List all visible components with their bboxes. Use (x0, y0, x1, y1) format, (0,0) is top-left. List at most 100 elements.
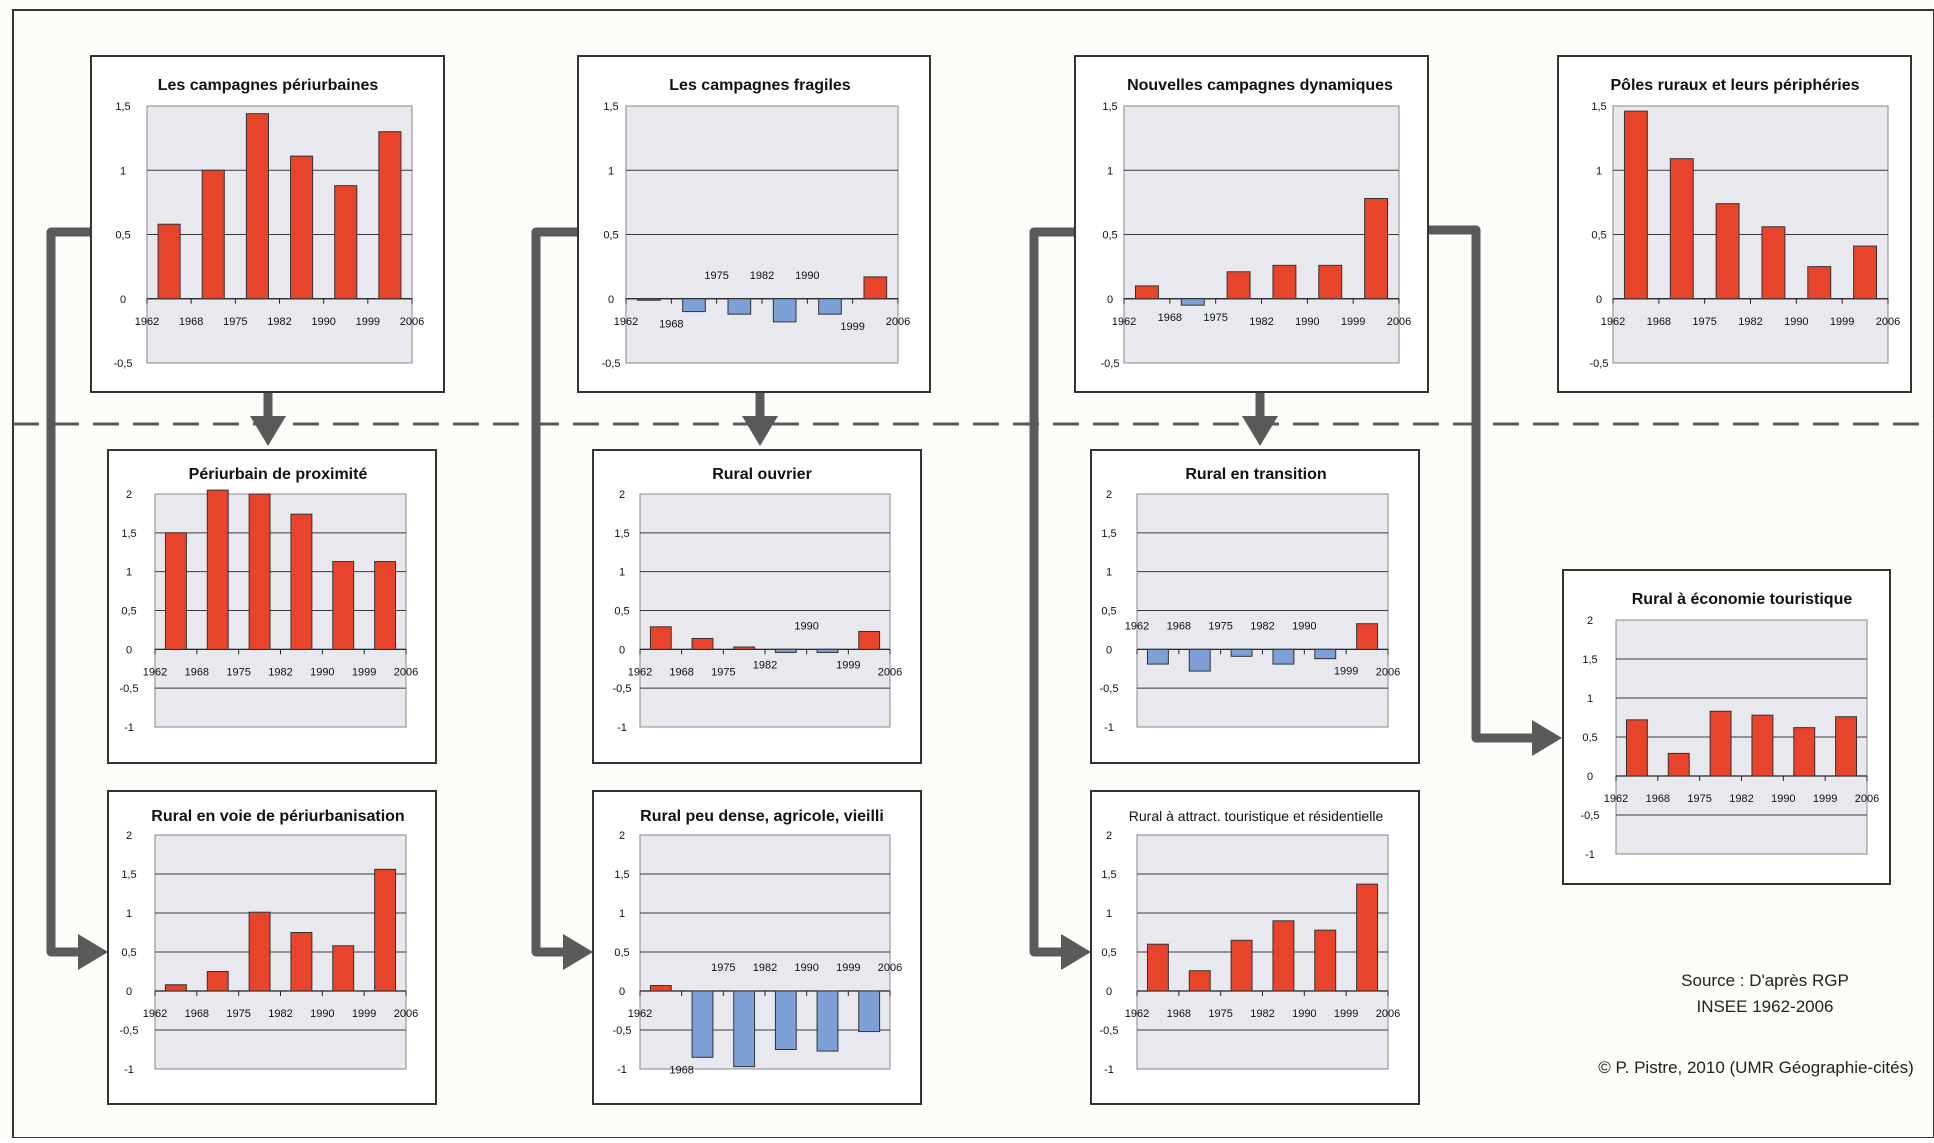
x-tick-label: 1990 (794, 620, 818, 632)
x-tick-label: 2006 (1376, 1008, 1400, 1020)
x-tick-label: 1990 (795, 270, 819, 282)
bar (1272, 648, 1295, 665)
bar (1146, 943, 1169, 992)
source-line-2: INSEE 1962-2006 (1696, 997, 1834, 1016)
y-tick-label: 0,5 (614, 947, 629, 959)
y-tick-label: -1 (617, 722, 627, 734)
x-tick-label: 1982 (1250, 620, 1274, 632)
chart-panel-9: Rural en voie de périurbanisation 2 1,5 1 0,… (107, 790, 437, 1105)
x-tick-label: 1999 (836, 962, 860, 974)
y-tick-label: 1 (126, 567, 132, 579)
bar (636, 298, 661, 301)
bar (816, 648, 839, 653)
x-tick-label: 1975 (223, 316, 247, 328)
x-tick-label: 1999 (1341, 316, 1365, 328)
bar (691, 990, 714, 1058)
y-tick-label: 0,5 (121, 606, 136, 618)
y-tick-label: -0,5 (1100, 1025, 1119, 1037)
x-tick-label: 1982 (268, 1008, 292, 1020)
source-line-1: Source : D'après RGP (1681, 971, 1849, 990)
y-tick-label: -0,5 (1581, 810, 1600, 822)
connector-touristique-shaft (1426, 225, 1535, 743)
bar (1356, 883, 1379, 992)
y-tick-label: -0,5 (120, 683, 139, 695)
bar (248, 911, 271, 992)
x-tick-label: 2006 (878, 666, 902, 678)
x-tick-label: 1962 (1125, 620, 1149, 632)
chart-title: Périurbain de proximité (189, 466, 368, 483)
x-tick-label: 1982 (753, 962, 777, 974)
bar (1314, 929, 1337, 992)
y-tick-label: 0,5 (121, 947, 136, 959)
x-tick-label: 1990 (310, 666, 334, 678)
y-tick-label: 1,5 (121, 528, 136, 540)
bar (733, 990, 756, 1068)
y-tick-label: 0 (126, 644, 132, 656)
bar (818, 298, 842, 315)
connector-touristique-head (1532, 720, 1562, 756)
bar (1188, 648, 1211, 672)
bar (245, 113, 269, 300)
x-tick-label: 1999 (836, 659, 860, 671)
y-tick-label: 1,5 (1101, 869, 1116, 881)
bar (649, 626, 672, 650)
x-tick-label: 1975 (1203, 312, 1227, 324)
bar (1853, 245, 1878, 300)
y-tick-label: 0 (126, 986, 132, 998)
bar (858, 990, 881, 1033)
y-tick-label: 1,5 (603, 101, 618, 113)
y-tick-label: 1 (120, 165, 126, 177)
connector-fragiles-shaft (531, 227, 578, 957)
y-tick-label: -0,5 (120, 1025, 139, 1037)
chart-panel-10: Rural peu dense, agricole, vieilli 2 1,5 1 0… (592, 790, 922, 1105)
y-tick-label: 0 (619, 986, 625, 998)
y-tick-label: -1 (1104, 1064, 1114, 1076)
y-tick-label: 2 (619, 489, 625, 501)
connector-dynamiques-shaft (1029, 227, 1075, 957)
bar (682, 298, 706, 313)
y-tick-label: 0,5 (1582, 732, 1597, 744)
bar (1715, 203, 1740, 300)
bar (733, 646, 756, 650)
x-tick-label: 1982 (1250, 1008, 1274, 1020)
y-tick-label: 1,5 (115, 101, 130, 113)
x-tick-label: 1975 (226, 1008, 250, 1020)
bar (1625, 719, 1648, 777)
bar (1364, 198, 1389, 300)
x-tick-label: 1968 (1167, 620, 1191, 632)
bar (772, 298, 797, 323)
x-tick-label: 2006 (1855, 793, 1879, 805)
x-tick-label: 1975 (711, 666, 735, 678)
y-tick-label: -0,5 (1101, 358, 1120, 370)
x-tick-label: 1999 (1334, 666, 1358, 678)
bar (164, 984, 187, 992)
y-tick-label: 2 (126, 489, 132, 501)
bar (290, 155, 314, 300)
y-tick-label: 0 (1106, 644, 1112, 656)
x-tick-label: 1968 (669, 1064, 693, 1076)
connector-fragiles-head (563, 934, 593, 970)
x-tick-label: 1982 (1729, 793, 1753, 805)
x-tick-label: 1968 (179, 316, 203, 328)
y-tick-label: 0,5 (1591, 230, 1606, 242)
bar (863, 276, 888, 300)
x-tick-label: 1982 (268, 666, 292, 678)
x-tick-label: 1990 (1784, 316, 1808, 328)
y-tick-label: 2 (126, 830, 132, 842)
bar (691, 637, 714, 650)
y-tick-label: 2 (1587, 615, 1593, 627)
x-tick-label: 1968 (1167, 1008, 1191, 1020)
chart-title: Pôles ruraux et leurs périphéries (1611, 77, 1860, 94)
bar (1180, 298, 1205, 306)
x-tick-label: 1962 (1125, 1008, 1149, 1020)
bar (378, 131, 402, 300)
x-tick-label: 1962 (143, 1008, 167, 1020)
bar (290, 513, 313, 650)
x-tick-label: 1968 (669, 666, 693, 678)
x-tick-label: 1962 (614, 316, 638, 328)
bar (374, 868, 397, 992)
y-tick-label: 1 (1106, 908, 1112, 920)
connector-periurbaines-head (78, 934, 108, 970)
